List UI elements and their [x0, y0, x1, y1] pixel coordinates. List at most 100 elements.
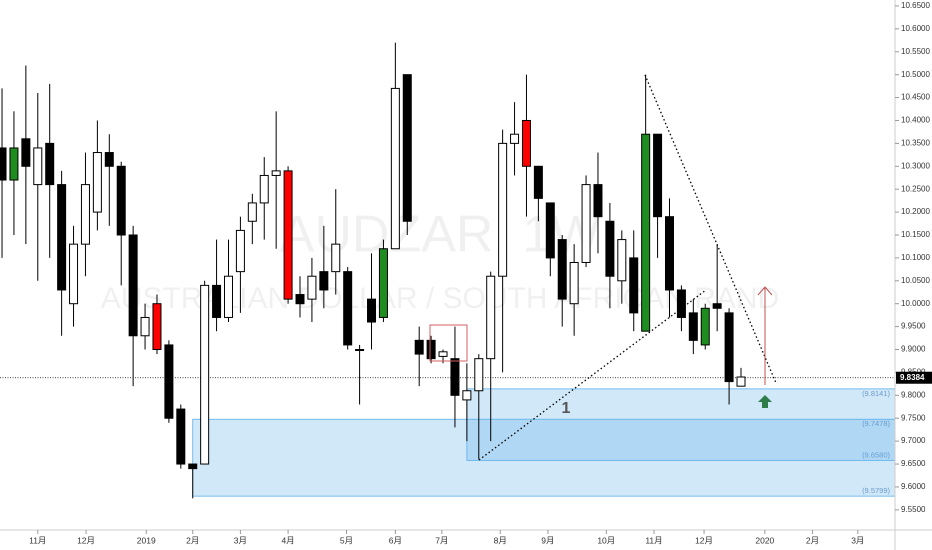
candle	[510, 102, 520, 176]
candle	[426, 335, 436, 364]
candle-body	[355, 349, 365, 352]
candle	[569, 244, 579, 336]
candle-body	[498, 142, 508, 277]
candle	[402, 74, 412, 235]
candle-body	[569, 261, 579, 305]
candle-body	[653, 133, 663, 218]
candle-body	[235, 229, 245, 273]
candle	[307, 257, 317, 323]
candle-body	[414, 339, 424, 355]
target-arrow	[757, 286, 773, 385]
candle	[700, 303, 710, 350]
candle	[200, 280, 210, 465]
candle-body	[712, 303, 722, 309]
x-tick-label: 12月	[77, 535, 95, 545]
candle	[664, 198, 674, 318]
candle	[92, 120, 102, 231]
candle-body	[593, 184, 603, 218]
candle	[498, 129, 508, 373]
candle	[462, 363, 472, 442]
candle-body	[45, 142, 55, 186]
candle	[343, 267, 353, 350]
y-tick-label: 10.1000	[901, 253, 930, 262]
candle-body	[188, 463, 198, 470]
zone-bottom-label: (9.6580)	[862, 450, 890, 459]
candle	[176, 404, 186, 469]
y-tick-label: 10.2000	[901, 207, 930, 216]
y-tick-label: 9.9500	[901, 322, 926, 331]
x-tick-label: 11月	[645, 535, 662, 545]
y-tick-label: 10.3000	[901, 161, 930, 170]
x-tick-label: 9月	[541, 535, 554, 545]
candle	[295, 276, 305, 318]
candle-body	[676, 289, 686, 318]
candle-body	[486, 275, 496, 360]
candle-body	[474, 358, 484, 392]
zone-label: 1	[561, 400, 570, 417]
candle	[271, 111, 281, 249]
candle-body	[57, 184, 67, 291]
candle	[0, 88, 7, 258]
candle-body	[724, 312, 734, 383]
candle	[33, 92, 43, 281]
candle-body	[33, 147, 43, 186]
y-tick-label: 10.5000	[901, 70, 930, 79]
candle	[355, 344, 365, 405]
candle-body	[128, 234, 138, 337]
x-tick-label: 3月	[234, 535, 247, 545]
y-tick-label: 10.3500	[901, 138, 930, 147]
candle	[152, 294, 162, 355]
candle-body	[319, 271, 329, 291]
zone-bottom-label: (9.5799)	[862, 486, 890, 495]
candle-body	[92, 152, 102, 213]
candle-body	[688, 312, 698, 341]
last-price-label: 9.8384	[900, 373, 925, 382]
candle	[367, 253, 377, 350]
candle-body	[736, 376, 746, 387]
candle	[450, 326, 460, 428]
candle	[414, 326, 424, 387]
candle-body	[557, 239, 567, 300]
candle-body	[331, 243, 341, 273]
y-tick-label: 9.7500	[901, 413, 926, 422]
candle-body	[247, 202, 257, 222]
candle-body	[510, 133, 520, 144]
candle-body	[581, 184, 591, 263]
candle	[712, 244, 722, 332]
candle	[283, 166, 293, 304]
candle-body	[259, 174, 269, 204]
candle	[617, 230, 627, 304]
candle	[605, 202, 615, 309]
candle-body	[450, 358, 460, 396]
candle-body	[343, 271, 353, 346]
candle-body	[641, 133, 651, 332]
x-tick-label: 6月	[389, 535, 402, 545]
highlight-box	[429, 324, 468, 362]
candle	[378, 239, 388, 323]
candle-body	[521, 119, 531, 167]
y-tick-label: 9.9000	[901, 345, 926, 354]
y-tick-label: 9.6000	[901, 482, 926, 491]
candle	[128, 225, 138, 387]
x-tick-label: 5月	[340, 535, 353, 545]
candle	[724, 308, 734, 405]
candle	[486, 271, 496, 442]
x-tick-label: 11月	[29, 535, 46, 545]
zone	[192, 418, 896, 497]
y-tick-label: 10.2500	[901, 184, 930, 193]
candle	[164, 340, 174, 423]
candle-body	[605, 220, 615, 277]
candle-body	[629, 257, 639, 314]
arrow-head	[757, 286, 773, 296]
candle	[247, 193, 257, 245]
candle-body	[21, 138, 31, 167]
y-tick-label: 10.0500	[901, 276, 930, 285]
candle-body	[80, 184, 90, 245]
candle	[140, 303, 150, 350]
candle-body	[664, 216, 674, 291]
candle-body	[378, 248, 388, 318]
candle-body	[700, 307, 710, 346]
candle	[688, 299, 698, 355]
x-tick-label: 2020	[755, 535, 774, 545]
y-tick-label: 9.7000	[901, 436, 926, 445]
